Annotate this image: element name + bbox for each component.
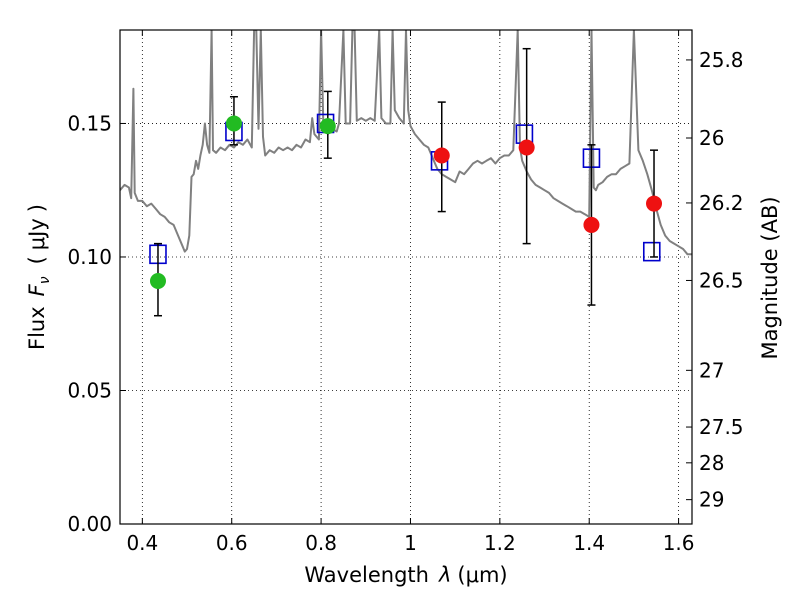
observed-point [225, 115, 242, 132]
x-tick-label: 0.6 [216, 531, 248, 555]
y2-tick-label: 27.5 [699, 415, 744, 439]
observed-point [149, 273, 166, 290]
y2-tick-label: 29 [699, 488, 724, 512]
plot-area [120, 30, 692, 317]
y-tick-label: 0.05 [67, 378, 112, 402]
x-tick-label: 1.4 [573, 531, 605, 555]
model-photometry-square [642, 241, 661, 262]
y2-tick-label: 27 [699, 358, 724, 382]
y2-tick-label: 26.2 [699, 191, 744, 215]
axis-ticks: 0.4 0.6 0.8 1 1.2 1.4 1.6 0.00 0.05 0.10 0.15 25.8 2… [67, 30, 744, 555]
observed-point [646, 195, 663, 212]
y-axis-title: FluxFν(μJy) [25, 204, 53, 350]
x-axis-title: Wavelength λ (μm) [304, 563, 507, 587]
y2-tick-label: 28 [699, 451, 724, 475]
x-tick-label: 0.8 [305, 531, 337, 555]
y-tick-label: 0.00 [67, 512, 112, 536]
model-spectrum-line [120, 30, 692, 256]
x-tick-label: 1.2 [484, 531, 516, 555]
observed-point [518, 139, 535, 156]
y2-axis-title: Magnitude (AB) [758, 196, 782, 359]
y2-tick-label: 26.5 [699, 268, 744, 292]
x-tick-label: 0.4 [126, 531, 158, 555]
y2-tick-label: 25.8 [699, 48, 744, 72]
x-tick-label: 1.6 [663, 531, 695, 555]
observed-point [433, 147, 450, 164]
x-tick-label: 1 [404, 531, 417, 555]
plot-frame [119, 29, 693, 525]
y-tick-label: 0.15 [67, 111, 112, 135]
y-tick-label: 0.10 [67, 245, 112, 269]
observed-point [319, 118, 336, 135]
observed-point [583, 216, 600, 233]
y2-tick-label: 26 [699, 126, 724, 150]
